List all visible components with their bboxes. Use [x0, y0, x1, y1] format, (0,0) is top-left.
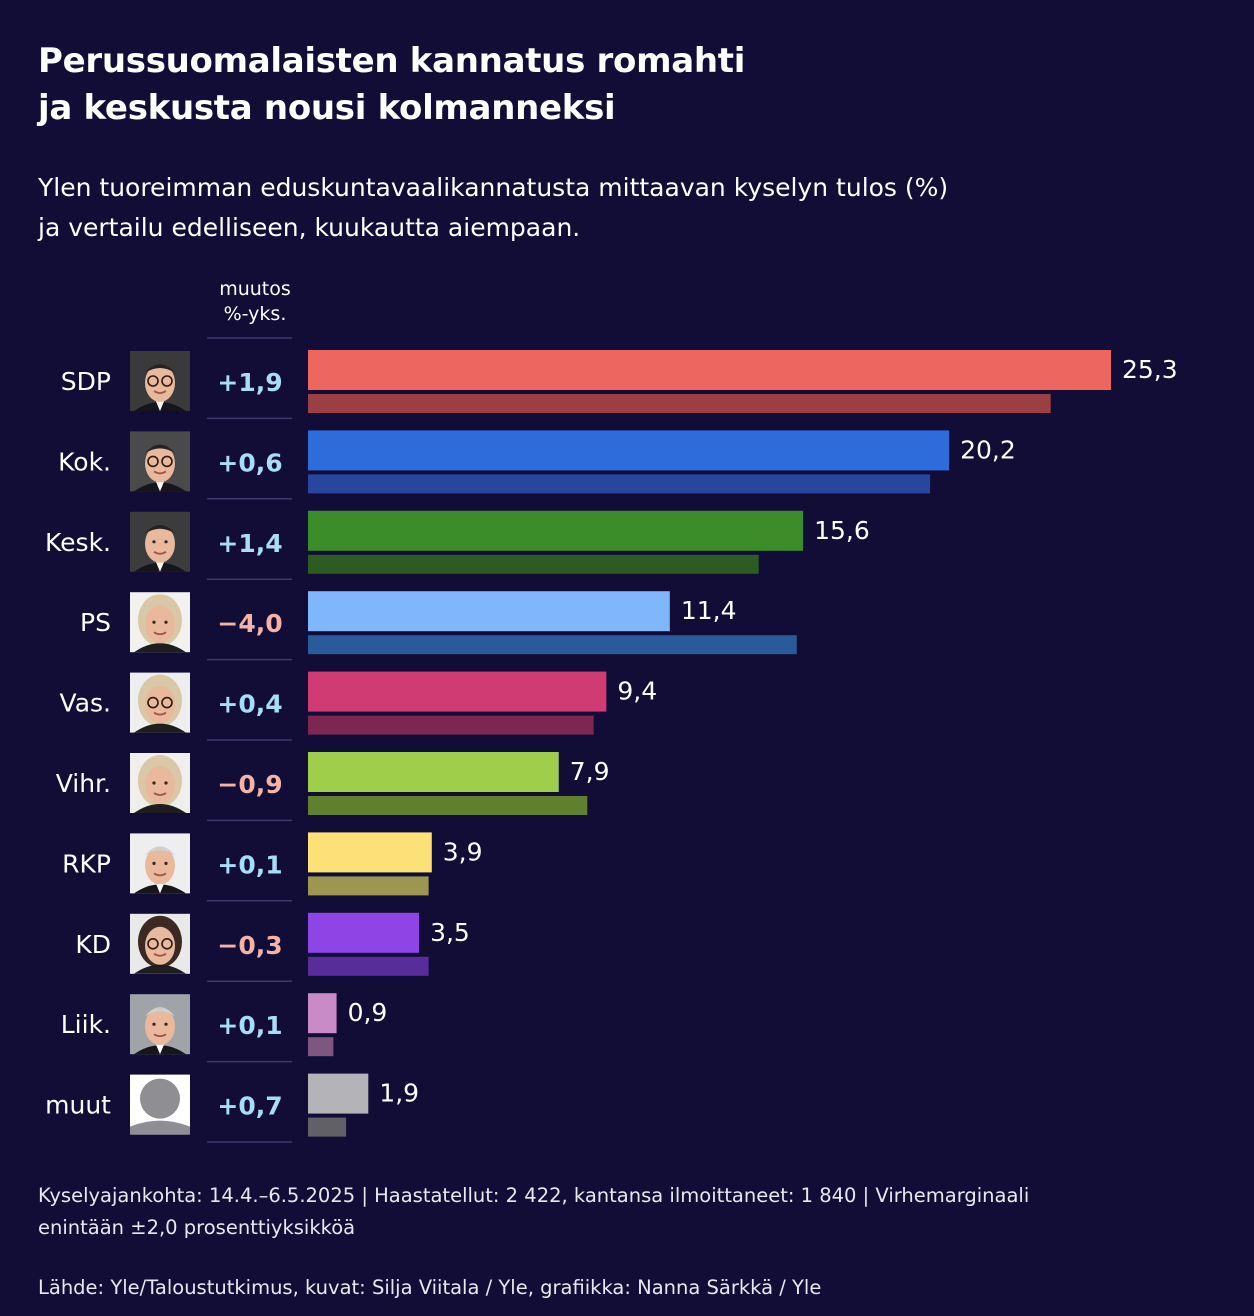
current-bar: [308, 912, 420, 953]
chart-title-line-1: Perussuomalaisten kannatus romahti: [38, 41, 746, 81]
party-label: KD: [75, 930, 111, 959]
male-portrait-icon: [130, 351, 190, 411]
change-column-header: muutos %-yks.: [200, 277, 310, 327]
change-value: +0,6: [217, 448, 282, 477]
previous-bar: [308, 554, 759, 574]
female-portrait-icon: [130, 672, 190, 733]
male-portrait-icon: [130, 833, 190, 894]
value-label: 1,9: [379, 1079, 419, 1108]
party-label: Kesk.: [45, 528, 111, 557]
female-portrait-icon: [130, 913, 190, 974]
previous-bar: [308, 1037, 334, 1057]
placeholder-avatar-icon: [130, 1074, 190, 1135]
previous-bar: [308, 474, 931, 494]
party-label: PS: [80, 608, 111, 637]
male-portrait-icon: [130, 511, 190, 572]
party-label: muut: [45, 1091, 111, 1120]
change-value: +0,1: [217, 1011, 282, 1040]
current-bar: [308, 350, 1111, 390]
change-value: +0,1: [217, 850, 282, 879]
party-label: SDP: [61, 367, 111, 396]
change-value: −0,3: [217, 931, 282, 960]
chart-subtitle-line-1: Ylen tuoreimman eduskuntavaalikannatusta…: [38, 173, 949, 202]
current-bar: [308, 993, 337, 1034]
source-credit: Lähde: Yle/Taloustutkimus, kuvat: Silja …: [38, 1276, 822, 1299]
male-portrait-icon: [130, 994, 190, 1055]
previous-bar: [308, 1117, 347, 1137]
previous-bar: [308, 715, 594, 735]
previous-bar: [308, 796, 588, 815]
female-portrait-icon: [130, 753, 190, 813]
survey-info: Kyselyajankohta: 14.4.–6.5.2025 | Haasta…: [38, 1180, 1218, 1244]
value-label: 9,4: [617, 677, 657, 706]
change-value: −4,0: [217, 609, 282, 638]
previous-bar: [308, 635, 797, 655]
value-label: 11,4: [681, 596, 737, 625]
party-label: Liik.: [61, 1010, 111, 1039]
female-portrait-icon: [130, 592, 190, 653]
chart-title-line-2: ja keskusta nousi kolmanneksi: [38, 88, 616, 128]
party-label: RKP: [62, 849, 111, 878]
party-label: Kok.: [58, 447, 111, 476]
current-bar: [308, 430, 950, 471]
chart-title: Perussuomalaisten kannatus romahti ja ke…: [38, 38, 1218, 132]
party-support-bar-chart: SDP +1,9 25,3 Kok. +0,6 20,2 Kesk. +1,4 15,6 PS −4…: [45, 337, 1178, 1143]
change-value: +1,9: [217, 368, 282, 397]
change-value: +0,7: [217, 1092, 282, 1121]
value-label: 3,5: [430, 918, 470, 947]
previous-bar: [308, 876, 429, 896]
party-label: Vihr.: [56, 769, 111, 798]
current-bar: [308, 591, 670, 632]
previous-bar: [308, 956, 429, 976]
chart-subtitle-line-2: ja vertailu edelliseen, kuukautta aiempa…: [38, 213, 581, 242]
male-portrait-icon: [130, 431, 190, 492]
current-bar: [308, 752, 559, 792]
current-bar: [308, 1073, 369, 1114]
survey-info-line-2: enintään ±2,0 prosenttiyksikköä: [38, 1216, 356, 1239]
survey-info-line-1: Kyselyajankohta: 14.4.–6.5.2025 | Haasta…: [38, 1184, 1030, 1207]
value-label: 3,9: [443, 837, 483, 866]
value-label: 0,9: [348, 998, 388, 1027]
value-label: 15,6: [814, 516, 870, 545]
change-value: +0,4: [217, 690, 282, 719]
value-label: 7,9: [570, 757, 610, 786]
party-label: Vas.: [60, 689, 111, 718]
change-header-line-1: muutos: [219, 278, 291, 300]
chart-subtitle: Ylen tuoreimman eduskuntavaalikannatusta…: [38, 168, 1218, 248]
current-bar: [308, 671, 607, 712]
value-label: 25,3: [1122, 355, 1178, 384]
current-bar: [308, 510, 804, 551]
change-header-line-2: %-yks.: [223, 303, 287, 325]
change-value: −0,9: [217, 770, 282, 799]
value-label: 20,2: [960, 435, 1016, 464]
previous-bar: [308, 394, 1051, 413]
current-bar: [308, 832, 432, 873]
change-value: +1,4: [217, 529, 282, 558]
